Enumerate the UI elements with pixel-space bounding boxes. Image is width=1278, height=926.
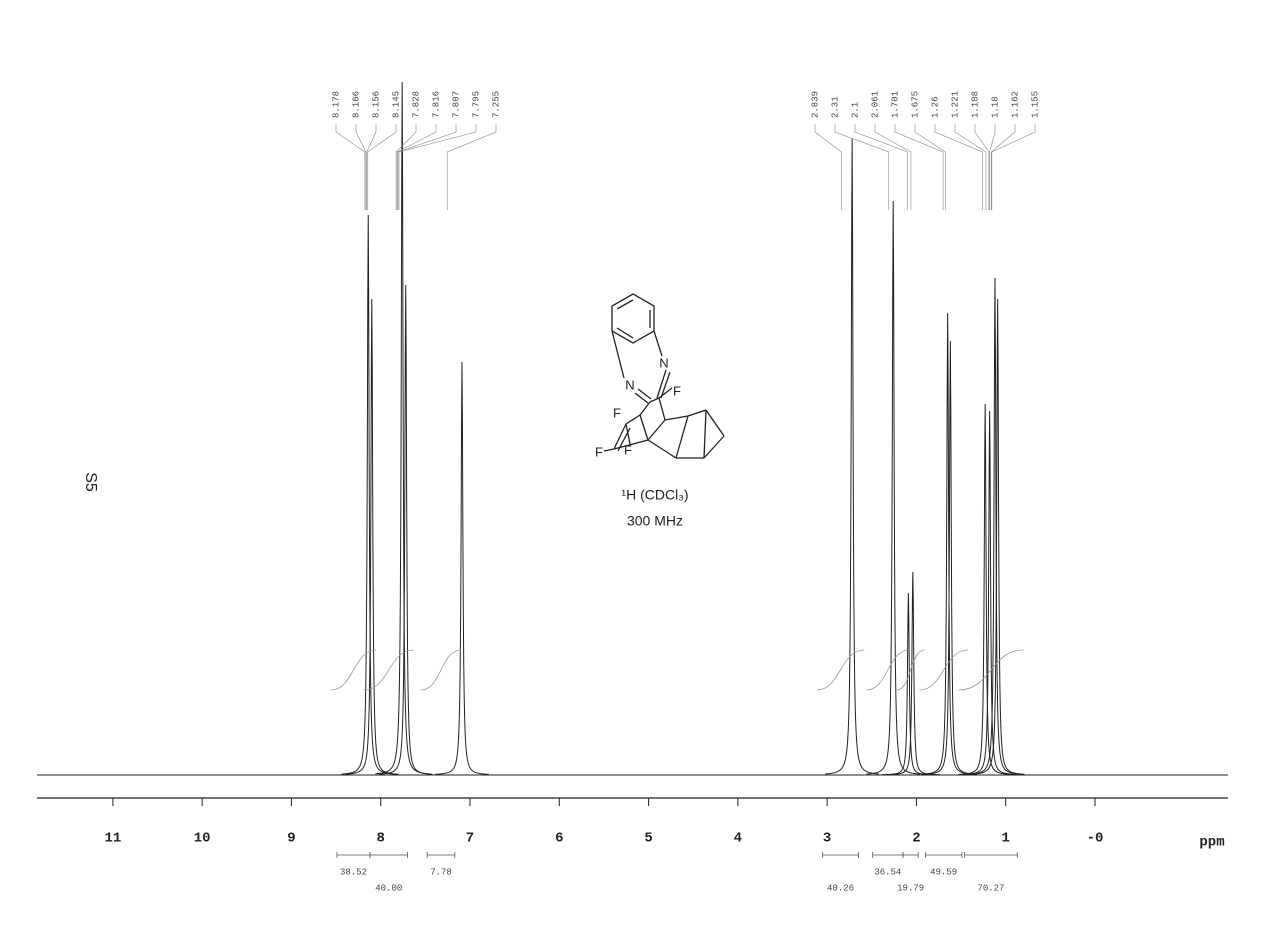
shift-leader xyxy=(974,124,990,210)
shift-leader xyxy=(397,124,457,210)
shift-label: 7.255 xyxy=(491,91,501,118)
shift-leader xyxy=(814,124,842,210)
x-tick-label: 5 xyxy=(644,831,652,847)
frequency-label: 300 MHz xyxy=(627,513,683,529)
atom-label: F xyxy=(673,383,681,398)
shift-leader xyxy=(834,124,890,210)
shift-label: 1.188 xyxy=(970,91,980,118)
shift-label: 1.221 xyxy=(950,91,960,118)
shift-label: 2.31 xyxy=(830,96,840,118)
molecule xyxy=(603,293,725,459)
x-tick-label: 7 xyxy=(466,831,474,847)
shift-label: 7.816 xyxy=(431,91,441,118)
integral-label: 19.79 xyxy=(897,883,924,893)
shift-leader xyxy=(355,124,367,210)
integral-label: 40.26 xyxy=(827,883,854,893)
shift-label: 8.156 xyxy=(371,91,381,118)
shift-leader xyxy=(990,124,1016,210)
atom-label: N xyxy=(625,377,634,392)
atom-label: F xyxy=(624,442,632,457)
shift-label: 7.828 xyxy=(411,91,421,118)
x-axis-label: ppm xyxy=(1199,835,1224,851)
peak xyxy=(958,403,1012,775)
integral-label: 36.54 xyxy=(874,867,901,877)
x-tick-label: 8 xyxy=(377,831,385,847)
shift-leader xyxy=(366,124,377,210)
shift-leader xyxy=(446,124,497,210)
shift-leader xyxy=(991,124,1036,210)
shift-label: 2.839 xyxy=(810,91,820,118)
shift-label: 1.675 xyxy=(910,91,920,118)
shift-leader xyxy=(367,124,397,210)
peak xyxy=(970,298,1025,775)
integral-label: 70.27 xyxy=(977,883,1004,893)
integral-curve xyxy=(816,649,865,691)
shift-label: 8.145 xyxy=(391,91,401,118)
shift-label: 8.166 xyxy=(351,91,361,118)
atom-label: F xyxy=(613,405,621,420)
integral-curve xyxy=(919,649,968,691)
integral-curve xyxy=(958,649,1024,691)
shift-leader xyxy=(395,124,417,210)
x-tick-label: 3 xyxy=(823,831,831,847)
peak xyxy=(378,284,433,775)
peak xyxy=(962,410,1017,775)
x-tick-label: 11 xyxy=(104,831,121,847)
shift-leader xyxy=(335,124,366,210)
integral-curve xyxy=(330,649,377,691)
shift-leader xyxy=(396,124,437,210)
peak xyxy=(886,571,940,776)
shift-leader xyxy=(989,124,996,210)
x-tick-label: -0 xyxy=(1087,831,1104,847)
shift-leader xyxy=(954,124,987,210)
x-tick-label: 10 xyxy=(194,831,211,847)
peak xyxy=(881,592,936,776)
peak xyxy=(825,137,879,775)
x-tick-label: 2 xyxy=(912,831,920,847)
shift-leader xyxy=(398,124,477,210)
x-tick-label: 1 xyxy=(1001,831,1009,847)
peak xyxy=(344,298,399,775)
x-tick-label: 6 xyxy=(555,831,563,847)
shift-label: 1.701 xyxy=(890,91,900,118)
integral-curve xyxy=(364,649,414,691)
peak xyxy=(435,361,489,775)
integral-curve xyxy=(421,649,461,691)
atom-label: F xyxy=(595,444,603,459)
shift-label: 1.26 xyxy=(930,96,940,118)
shift-label: 8.178 xyxy=(331,91,341,118)
x-tick-label: 9 xyxy=(287,831,295,847)
peak xyxy=(341,214,396,775)
sample-label: S5 xyxy=(82,472,99,492)
shift-label: 2.061 xyxy=(870,91,880,118)
shift-leader xyxy=(874,124,912,210)
peak xyxy=(375,81,429,775)
integral-curve xyxy=(866,649,910,691)
shift-leader xyxy=(854,124,908,210)
shift-leader xyxy=(894,124,944,210)
shift-label: 1.162 xyxy=(1010,91,1020,118)
integral-label: 40.00 xyxy=(375,883,402,893)
nucleus-label: ¹H (CDCl₃) xyxy=(621,487,688,503)
shift-label: 1.155 xyxy=(1030,91,1040,118)
x-tick-label: 4 xyxy=(734,831,742,847)
shift-leader xyxy=(914,124,946,210)
shift-label: 7.795 xyxy=(471,91,481,118)
atom-label: N xyxy=(659,355,668,370)
integral-label: 7.78 xyxy=(430,867,452,877)
shift-label: 1.18 xyxy=(990,96,1000,118)
shift-leader xyxy=(934,124,983,210)
shift-label: 2.1 xyxy=(850,102,860,118)
integral-label: 38.52 xyxy=(340,867,367,877)
peak xyxy=(866,200,921,775)
shift-label: 7.807 xyxy=(451,91,461,118)
integral-label: 49.59 xyxy=(930,867,957,877)
integral-curve xyxy=(896,649,925,691)
